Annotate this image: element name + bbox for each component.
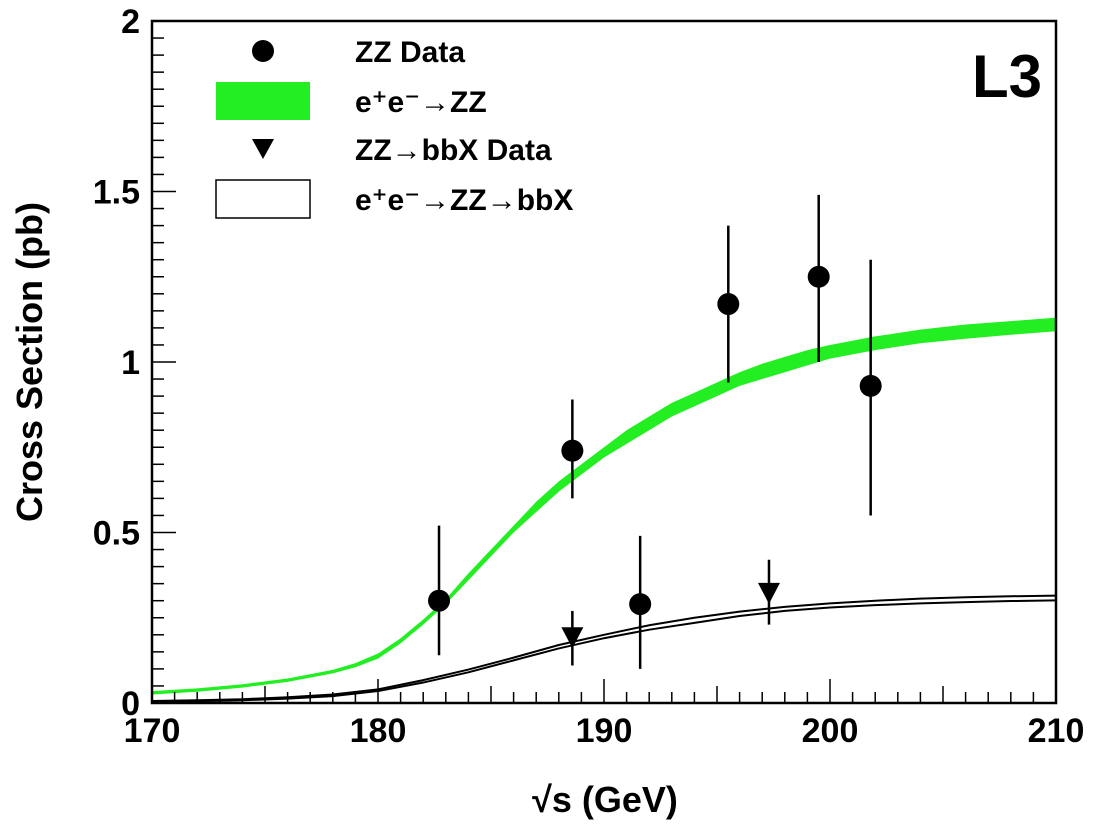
plot-area [151,194,1057,703]
zz-data-point [717,293,740,316]
y-axis-title: Cross Section (pb) [9,202,50,522]
zzbbx-theory-line [151,594,1057,702]
experiment-label: L3 [972,43,1042,110]
y-tick-label: 2 [121,3,140,41]
legend-label: ZZ Data [355,36,465,69]
zz-data-point [807,265,830,288]
x-tick-label: 190 [576,712,633,750]
legend-marker-circle [252,40,274,62]
legend-label: e⁺e⁻→ZZ→bbX [355,184,573,217]
zz-data-point [428,589,451,612]
legend-swatch-green-band [216,82,310,120]
zzbbx-data-point [561,627,584,649]
y-tick-label: 1 [121,344,140,382]
tick-labels: 170 180 190 200 210 0 0.5 1 1.5 2 [93,3,1085,750]
x-tick-label: 210 [1028,712,1085,750]
legend-label: ZZ→bbX Data [355,134,552,167]
zz-data-point [859,374,882,397]
y-tick-label: 1.5 [93,174,140,212]
legend: ZZ Data e⁺e⁻→ZZ ZZ→bbX Data e⁺e⁻→ZZ→bbX [215,36,573,219]
legend-swatch-outline-band [215,179,311,219]
x-axis-title: √s (GeV) [532,779,678,820]
x-tick-label: 200 [802,712,859,750]
legend-marker-triangle [252,139,274,159]
zz-data-point [629,593,652,616]
zz-data-point [561,439,584,462]
x-tick-label: 170 [124,712,181,750]
plot-frame [150,19,1058,705]
y-tick-label: 0 [121,685,140,723]
legend-label: e⁺e⁻→ZZ [355,86,487,119]
x-tick-label: 180 [350,712,407,750]
zzbbx-theory-line [151,599,1057,703]
zzbbx-data-point [757,582,780,604]
y-tick-label: 0.5 [93,515,140,553]
axis-ticks [151,20,1057,704]
